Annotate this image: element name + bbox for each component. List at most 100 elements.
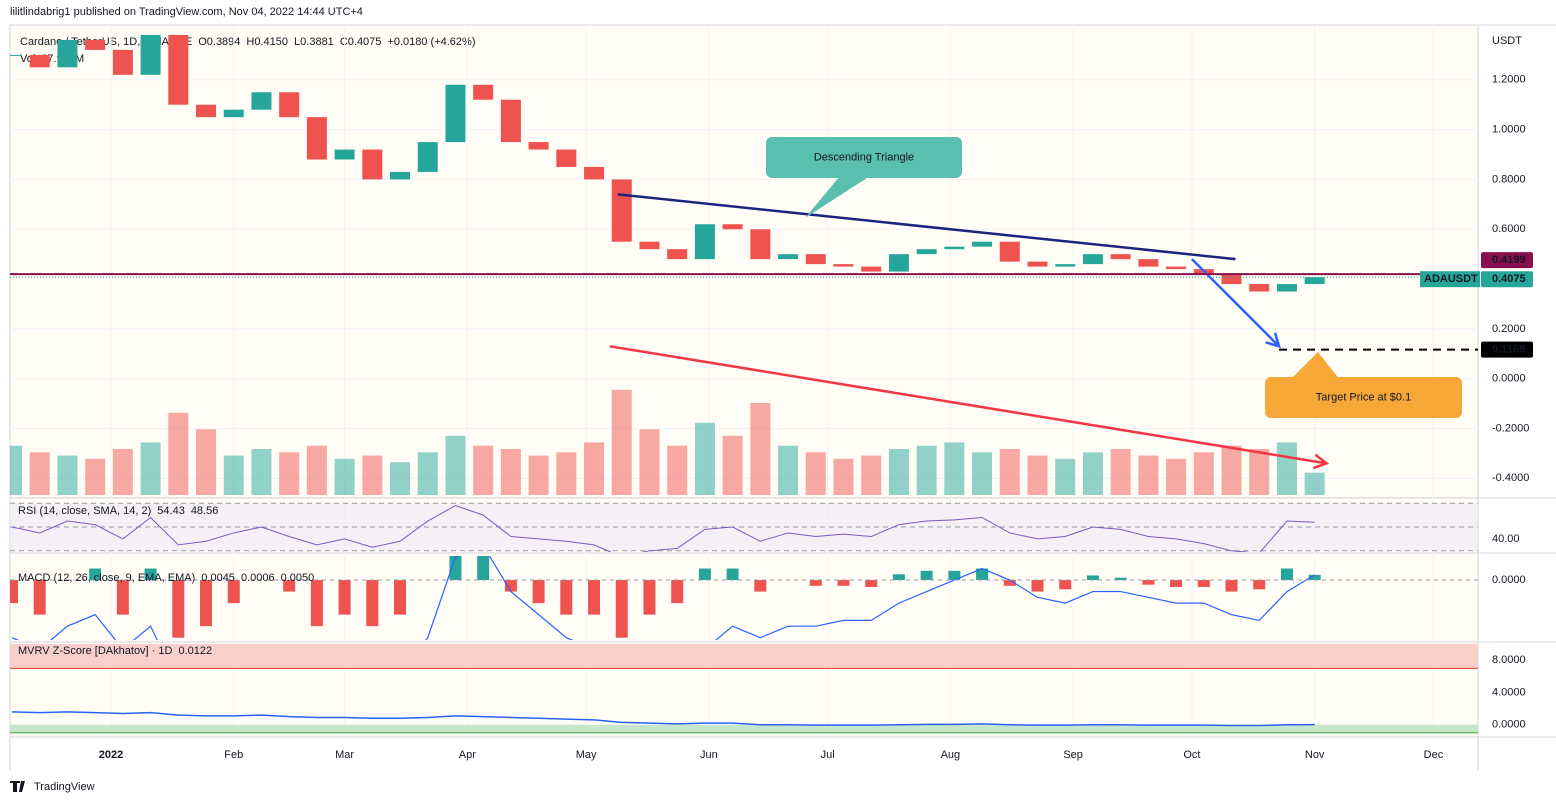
volume-bar — [972, 452, 993, 495]
volume-bar — [556, 452, 577, 495]
y-tick-label: 0.0000 — [1492, 719, 1526, 731]
ohlc-value: 0.4150 — [254, 36, 288, 48]
candle — [1304, 277, 1325, 285]
volume-bar — [611, 389, 632, 495]
candle — [85, 39, 106, 50]
candle — [833, 264, 854, 267]
candle — [611, 179, 632, 242]
volume-bar — [1138, 455, 1159, 495]
logo — [10, 781, 25, 792]
macd-hist — [366, 580, 379, 627]
macd-hist — [588, 580, 601, 615]
callout-box — [766, 137, 962, 178]
macd-hist — [948, 570, 961, 581]
candle — [279, 92, 300, 118]
volume-bar — [112, 449, 133, 495]
macd-hist — [1253, 580, 1266, 590]
macd-hist — [116, 580, 129, 615]
macd-hist — [698, 568, 711, 581]
macd-hist — [1059, 580, 1072, 590]
volume-bar — [1276, 442, 1297, 495]
currency: USDT — [1492, 35, 1522, 47]
rsi-label: RSI (14, close, SMA, 14, 2) — [18, 505, 151, 517]
candle — [1276, 284, 1297, 292]
pane — [10, 556, 1321, 640]
macd-hist — [1225, 580, 1238, 592]
macd-hist — [1086, 575, 1099, 581]
volume-bar — [1249, 449, 1270, 495]
volume-bar — [223, 455, 244, 495]
symbol: Cardano / TetherUS, 1D, BINANCE — [20, 36, 192, 48]
candle — [1166, 266, 1187, 270]
x-tick-label: Sep — [1063, 749, 1083, 761]
volume-bar — [251, 449, 272, 495]
volume-bar — [1055, 458, 1076, 495]
candle — [916, 249, 937, 255]
macd-hist — [200, 580, 213, 627]
x-tick-label: May — [576, 749, 597, 761]
mvrv-band — [10, 644, 1478, 669]
price-label: 0.4199 — [1492, 254, 1526, 266]
volume-bar — [1082, 452, 1103, 495]
volume-bar — [833, 458, 854, 495]
ohlc-key: L — [294, 36, 300, 48]
candle — [168, 34, 189, 105]
macd-hist — [144, 568, 157, 581]
volume-bar — [1304, 472, 1325, 495]
price-label-box — [1481, 271, 1533, 288]
arrow-head — [1265, 332, 1281, 349]
volume-bar — [1193, 452, 1214, 495]
y-tick-label: 1.2000 — [1492, 74, 1526, 86]
mvrv-band — [10, 724, 1478, 733]
volume-bar — [639, 429, 660, 495]
y-tick-label: 1.0000 — [1492, 124, 1526, 136]
y-tick-label: -0.4000 — [1492, 472, 1529, 484]
macd-hist — [1031, 580, 1044, 592]
macd-hist-value: 0.0045 — [201, 572, 235, 584]
macd-hist — [1114, 577, 1127, 581]
x-tick-label: Apr — [459, 749, 476, 761]
macd-hist — [892, 574, 905, 581]
plot-bg — [10, 25, 1478, 737]
candle — [778, 254, 799, 260]
macd-hist — [477, 556, 490, 581]
y-tick-label: -0.2000 — [1492, 422, 1529, 434]
macd-hist — [809, 580, 822, 586]
symbol-label: ADAUSDT — [1424, 273, 1478, 285]
macd-hist — [754, 580, 767, 592]
volume-bar — [85, 458, 106, 495]
candle — [694, 224, 715, 260]
y-tick-label: 40.00 — [1492, 533, 1520, 545]
macd-hist — [283, 580, 296, 592]
mvrv-label: MVRV Z-Score [DAkhatov] · 1D — [18, 645, 173, 657]
drawing-triangle-line — [617, 193, 1236, 261]
volume-bar — [750, 403, 771, 495]
macd-hist — [726, 568, 739, 581]
candle — [196, 104, 217, 118]
candle — [584, 166, 605, 180]
macd-hist — [1003, 580, 1016, 586]
candle — [334, 149, 355, 160]
candle — [944, 246, 965, 250]
volume-bar — [888, 449, 909, 495]
volume-bar — [805, 452, 826, 495]
candle — [57, 39, 78, 68]
y-tick-label: 8.0000 — [1492, 654, 1526, 666]
ohlc-key: H — [246, 36, 254, 48]
pane — [10, 34, 1330, 495]
macd-hist — [227, 580, 240, 604]
price-label-box — [1481, 341, 1533, 358]
callout-pointer — [1290, 352, 1340, 380]
candle — [999, 241, 1020, 262]
rsi-sma: 48.56 — [191, 505, 219, 517]
mvrv-value: 0.0122 — [178, 645, 212, 657]
volume-bar — [1166, 458, 1187, 495]
macd-hist — [1170, 580, 1183, 587]
candle — [667, 249, 688, 260]
candle — [10, 54, 22, 56]
candle — [445, 84, 466, 143]
footer: TradingView — [34, 781, 95, 793]
candle — [861, 266, 882, 272]
macd-hist — [504, 580, 517, 592]
